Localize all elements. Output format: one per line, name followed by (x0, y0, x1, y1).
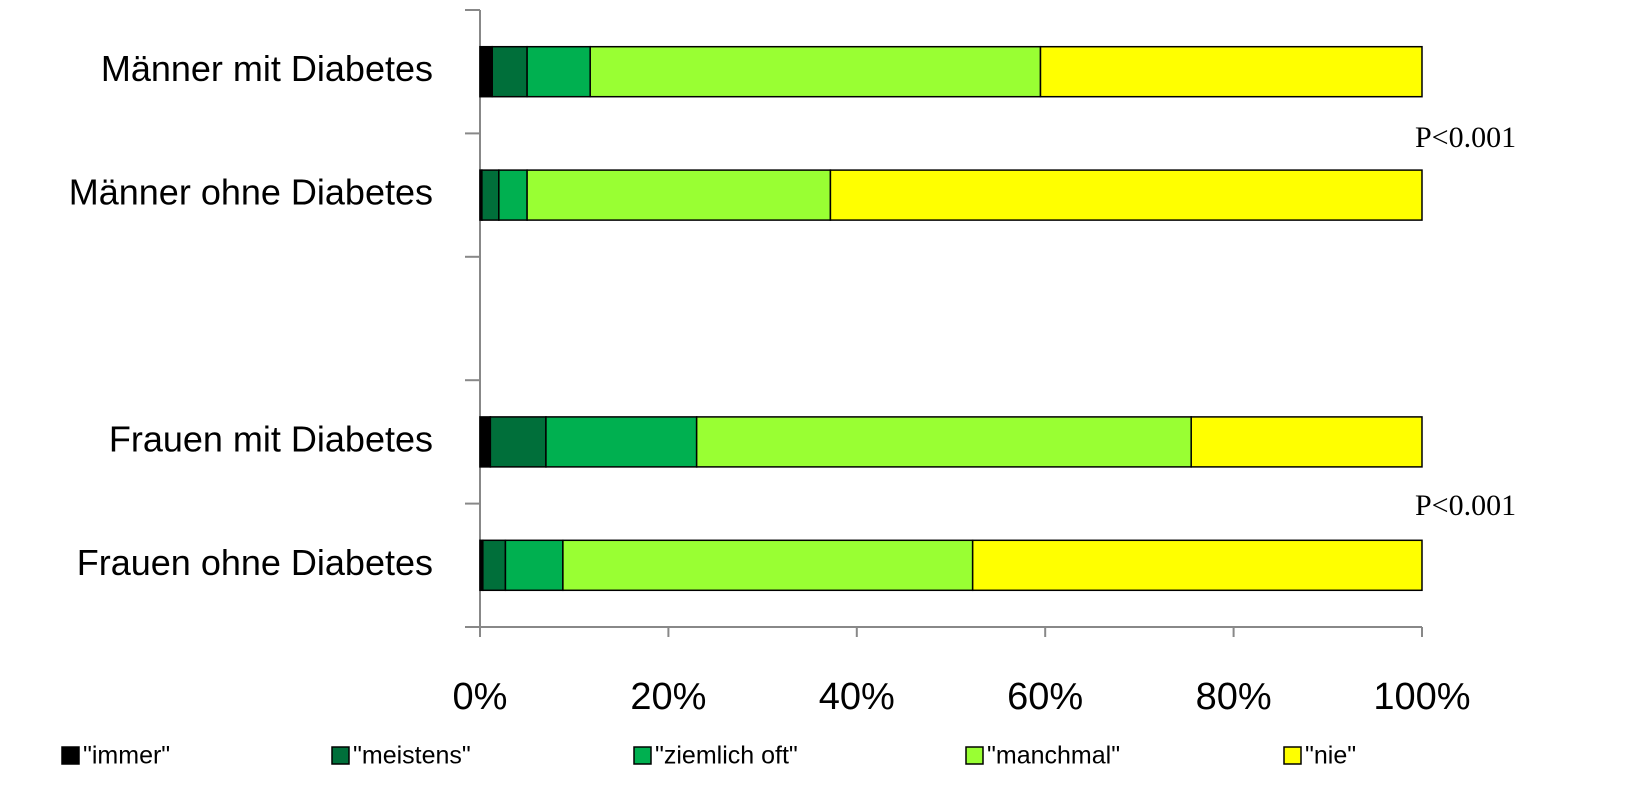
legend-label: "meistens" (353, 742, 471, 770)
legend-label: "immer" (83, 742, 170, 770)
legend-label: "nie" (1305, 742, 1356, 770)
bar-segment (545, 416, 698, 468)
x-tick-label: 100% (1373, 676, 1470, 718)
legend-swatch (965, 746, 984, 765)
x-tick-label: 0% (453, 676, 508, 718)
bar-segment (829, 169, 1423, 221)
bar-segment (489, 416, 547, 468)
legend-swatch (1283, 746, 1302, 765)
bar-segment (971, 539, 1423, 592)
bar-segment (526, 169, 832, 221)
legend-swatch (633, 746, 652, 765)
bar-segment (526, 45, 591, 98)
bar-segment (491, 45, 528, 98)
bar-segment (481, 169, 500, 221)
legend-label: "manchmal" (987, 742, 1120, 770)
x-tick-label: 20% (630, 676, 706, 718)
legend-label: "ziemlich oft" (655, 742, 798, 770)
bar-segment (504, 539, 564, 592)
bar-segment (479, 416, 492, 468)
category-label: Männer ohne Diabetes (69, 172, 433, 213)
p-value: P<0.001 (1415, 121, 1516, 154)
bar-segment (562, 539, 974, 592)
category-label: Frauen mit Diabetes (109, 418, 433, 459)
bar-segment (479, 45, 493, 98)
x-tick-label: 40% (819, 676, 895, 718)
category-label: Frauen ohne Diabetes (77, 542, 433, 583)
x-tick-label: 80% (1196, 676, 1272, 718)
legend-swatch (61, 746, 80, 765)
legend-swatch (331, 746, 350, 765)
bar-segment (1039, 45, 1423, 98)
bar-segment (482, 539, 507, 592)
category-label: Männer mit Diabetes (101, 48, 433, 89)
bar-segment (589, 45, 1042, 98)
x-tick-label: 60% (1007, 676, 1083, 718)
bar-segment (695, 416, 1192, 468)
p-value: P<0.001 (1415, 489, 1516, 522)
bar-segment (1190, 416, 1423, 468)
bar-segment (498, 169, 528, 221)
